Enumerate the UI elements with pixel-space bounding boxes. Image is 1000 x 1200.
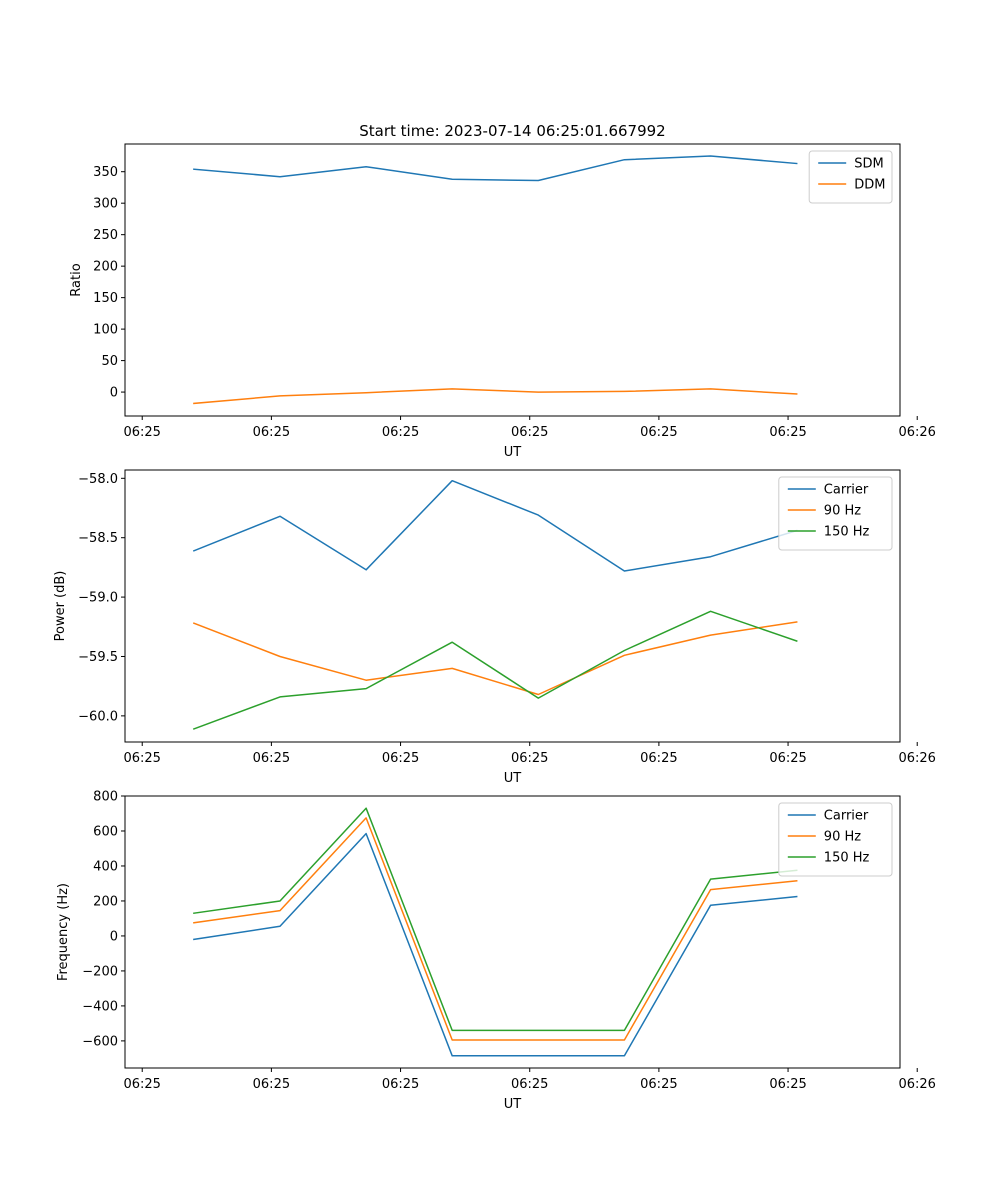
- legend-label: 150 Hz: [824, 525, 870, 540]
- legend: Carrier 90 Hz 150 Hz: [778, 802, 893, 877]
- x-tick-label: 06:26: [898, 751, 935, 766]
- x-tick-label: 06:26: [898, 1077, 935, 1092]
- x-tick-label: 06:25: [511, 1077, 548, 1092]
- y-tick-label: 150: [93, 291, 118, 306]
- axes-frame: [124, 795, 901, 1069]
- x-tick-label: 06:25: [123, 425, 160, 440]
- x-tick-label: 06:25: [253, 1077, 290, 1092]
- x-tick-label: 06:26: [898, 425, 935, 440]
- x-tick-label: 06:25: [511, 751, 548, 766]
- legend-label: Carrier: [824, 483, 869, 498]
- y-tick-label: 400: [93, 859, 118, 874]
- x-tick-label: 06:25: [382, 751, 419, 766]
- subplot-1: 0 50 100 150 200 250 300 350 06:25 06:25 06:25 06:2…: [69, 143, 936, 460]
- series-line-ddm: [193, 388, 798, 405]
- x-tick-label: 06:25: [640, 751, 677, 766]
- x-tick-label: 06:25: [769, 751, 806, 766]
- y-tick-label: 600: [93, 824, 118, 839]
- subplot-3: −600 −400 −200 0 200 400 600 800 06:25 06:25 06:25…: [56, 790, 936, 1113]
- y-tick-label: 300: [93, 197, 118, 212]
- x-axis-label: UT: [504, 1097, 522, 1112]
- y-tick-label: 100: [93, 323, 118, 338]
- legend-label: DDM: [854, 178, 885, 193]
- x-tick-label: 06:25: [382, 1077, 419, 1092]
- x-axis-label: UT: [504, 771, 522, 786]
- legend-label: Carrier: [824, 809, 869, 824]
- axes-frame: [124, 143, 901, 417]
- subplot-2: −60.0 −59.5 −59.0 −58.5 −58.0 06:25 06:25 06:25…: [53, 469, 936, 786]
- x-tick-label: 06:25: [253, 751, 290, 766]
- legend-label: SDM: [854, 157, 883, 172]
- legend-label: 150 Hz: [824, 851, 870, 866]
- series-line-carrier: [193, 832, 798, 1057]
- x-tick-label: 06:25: [123, 1077, 160, 1092]
- y-tick-label: −58.0: [78, 472, 118, 487]
- y-tick-label: 350: [93, 165, 118, 180]
- x-tick-label: 06:25: [640, 1077, 677, 1092]
- series-line-90-hz: [193, 817, 798, 1041]
- series-line-carrier: [192, 479, 798, 572]
- x-tick-label: 06:25: [253, 425, 290, 440]
- legend: SDM DDM: [808, 150, 893, 204]
- chart-title: Start time: 2023-07-14 06:25:01.667992: [359, 122, 665, 140]
- y-tick-label: 0: [110, 929, 118, 944]
- series-line-90-hz: [192, 621, 798, 696]
- y-tick-label: 200: [93, 260, 118, 275]
- x-tick-label: 06:25: [511, 425, 548, 440]
- series-line-150-hz: [192, 610, 798, 730]
- y-tick-label: 200: [93, 894, 118, 909]
- y-tick-label: −58.5: [78, 531, 118, 546]
- y-axis-label: Frequency (Hz): [56, 883, 71, 981]
- series-line-150-hz: [193, 807, 798, 1032]
- subplots: 0 50 100 150 200 250 300 350 06:25 06:25 06:25 06:2…: [53, 143, 936, 1113]
- y-tick-label: −59.0: [78, 591, 118, 606]
- y-axis-label: Power (dB): [53, 571, 68, 642]
- x-axis-label: UT: [504, 445, 522, 460]
- series-line-sdm: [193, 155, 798, 182]
- y-tick-label: −400: [82, 999, 118, 1014]
- y-tick-label: −200: [82, 964, 118, 979]
- y-tick-label: −600: [82, 1034, 118, 1049]
- y-tick-label: 250: [93, 228, 118, 243]
- x-tick-label: 06:25: [769, 425, 806, 440]
- x-tick-label: 06:25: [382, 425, 419, 440]
- y-tick-label: 800: [93, 790, 118, 805]
- y-axis-label: Ratio: [69, 263, 84, 296]
- legend-box: [808, 150, 893, 204]
- y-tick-label: 50: [101, 354, 118, 369]
- legend-label: 90 Hz: [824, 504, 861, 519]
- x-tick-label: 06:25: [123, 751, 160, 766]
- y-tick-label: −59.5: [78, 650, 118, 665]
- y-tick-label: −60.0: [78, 709, 118, 724]
- y-tick-label: 0: [110, 386, 118, 401]
- x-tick-label: 06:25: [640, 425, 677, 440]
- x-tick-label: 06:25: [769, 1077, 806, 1092]
- legend: Carrier 90 Hz 150 Hz: [778, 476, 893, 551]
- legend-label: 90 Hz: [824, 830, 861, 845]
- axes-frame: [124, 469, 901, 743]
